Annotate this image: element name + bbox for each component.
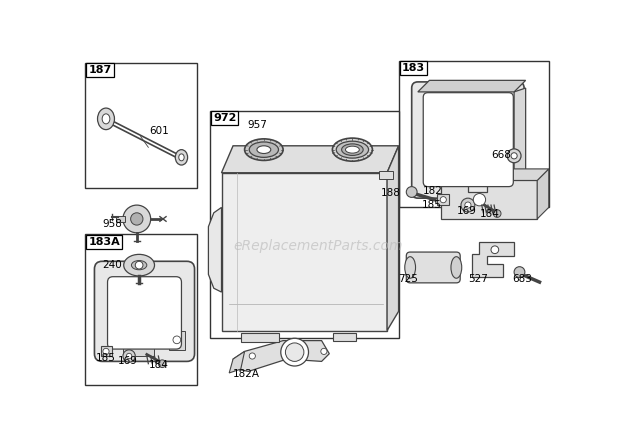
Bar: [85, 235, 197, 384]
Circle shape: [285, 343, 304, 361]
Text: 169: 169: [118, 356, 138, 366]
Ellipse shape: [175, 150, 188, 165]
Ellipse shape: [245, 139, 283, 161]
Text: 184: 184: [148, 360, 168, 370]
FancyBboxPatch shape: [94, 261, 195, 361]
Polygon shape: [514, 88, 526, 192]
Polygon shape: [441, 169, 549, 181]
Bar: [123, 348, 154, 356]
Ellipse shape: [124, 255, 154, 276]
Text: 187: 187: [88, 65, 112, 75]
Bar: [241, 333, 279, 342]
Circle shape: [103, 348, 109, 355]
Ellipse shape: [179, 154, 184, 161]
Bar: [333, 333, 356, 340]
Circle shape: [514, 267, 525, 278]
Text: 972: 972: [213, 113, 236, 123]
Polygon shape: [472, 242, 514, 277]
Circle shape: [123, 205, 151, 233]
Circle shape: [173, 336, 180, 344]
Polygon shape: [441, 181, 537, 219]
Ellipse shape: [451, 257, 462, 278]
FancyBboxPatch shape: [107, 277, 182, 349]
Text: 527: 527: [468, 274, 488, 284]
Ellipse shape: [257, 146, 271, 154]
Text: 188: 188: [381, 188, 401, 198]
Circle shape: [321, 348, 327, 355]
Circle shape: [494, 210, 501, 218]
Circle shape: [461, 198, 475, 212]
Text: 725: 725: [399, 274, 419, 284]
Circle shape: [473, 194, 485, 206]
Circle shape: [131, 213, 143, 225]
Text: 683: 683: [513, 274, 533, 284]
Text: 668: 668: [491, 150, 511, 160]
Text: eReplacementParts.com: eReplacementParts.com: [233, 239, 402, 253]
Circle shape: [406, 186, 417, 198]
Text: 183A: 183A: [88, 237, 120, 247]
Circle shape: [440, 197, 446, 203]
Polygon shape: [387, 146, 399, 331]
Ellipse shape: [336, 141, 368, 158]
Circle shape: [465, 202, 471, 208]
Polygon shape: [418, 81, 526, 92]
Bar: [210, 111, 399, 338]
Ellipse shape: [342, 144, 363, 155]
Text: 182A: 182A: [233, 369, 260, 379]
Circle shape: [511, 153, 517, 159]
Polygon shape: [537, 169, 549, 219]
Bar: [379, 171, 393, 179]
Text: 169: 169: [456, 206, 476, 215]
Text: 184: 184: [479, 210, 499, 219]
Circle shape: [123, 350, 135, 362]
Ellipse shape: [102, 114, 110, 124]
Polygon shape: [221, 173, 387, 331]
Ellipse shape: [332, 138, 373, 161]
Text: 183: 183: [402, 63, 425, 73]
Circle shape: [507, 149, 521, 163]
Bar: [100, 346, 112, 356]
Bar: [399, 61, 549, 207]
Circle shape: [249, 353, 255, 359]
Bar: [116, 216, 125, 222]
Circle shape: [135, 261, 143, 269]
Text: 182: 182: [423, 186, 443, 196]
Polygon shape: [233, 340, 329, 372]
Ellipse shape: [345, 146, 360, 153]
Polygon shape: [208, 207, 221, 292]
Text: 957: 957: [247, 120, 267, 130]
Polygon shape: [221, 146, 399, 173]
Polygon shape: [229, 352, 245, 373]
Circle shape: [281, 338, 309, 366]
Ellipse shape: [405, 257, 415, 278]
Circle shape: [126, 353, 132, 359]
Ellipse shape: [249, 142, 278, 158]
Bar: [437, 194, 450, 205]
Ellipse shape: [97, 108, 115, 129]
Text: 601: 601: [149, 126, 169, 136]
Text: 958: 958: [102, 218, 122, 229]
FancyBboxPatch shape: [406, 252, 460, 283]
FancyBboxPatch shape: [412, 82, 524, 198]
Ellipse shape: [131, 260, 147, 270]
FancyBboxPatch shape: [423, 93, 513, 186]
Text: 185: 185: [422, 200, 441, 210]
Text: 185: 185: [96, 352, 116, 363]
Text: 240: 240: [102, 260, 122, 270]
Circle shape: [491, 246, 498, 254]
Bar: [85, 63, 197, 188]
Circle shape: [158, 360, 166, 368]
Bar: [169, 331, 185, 350]
